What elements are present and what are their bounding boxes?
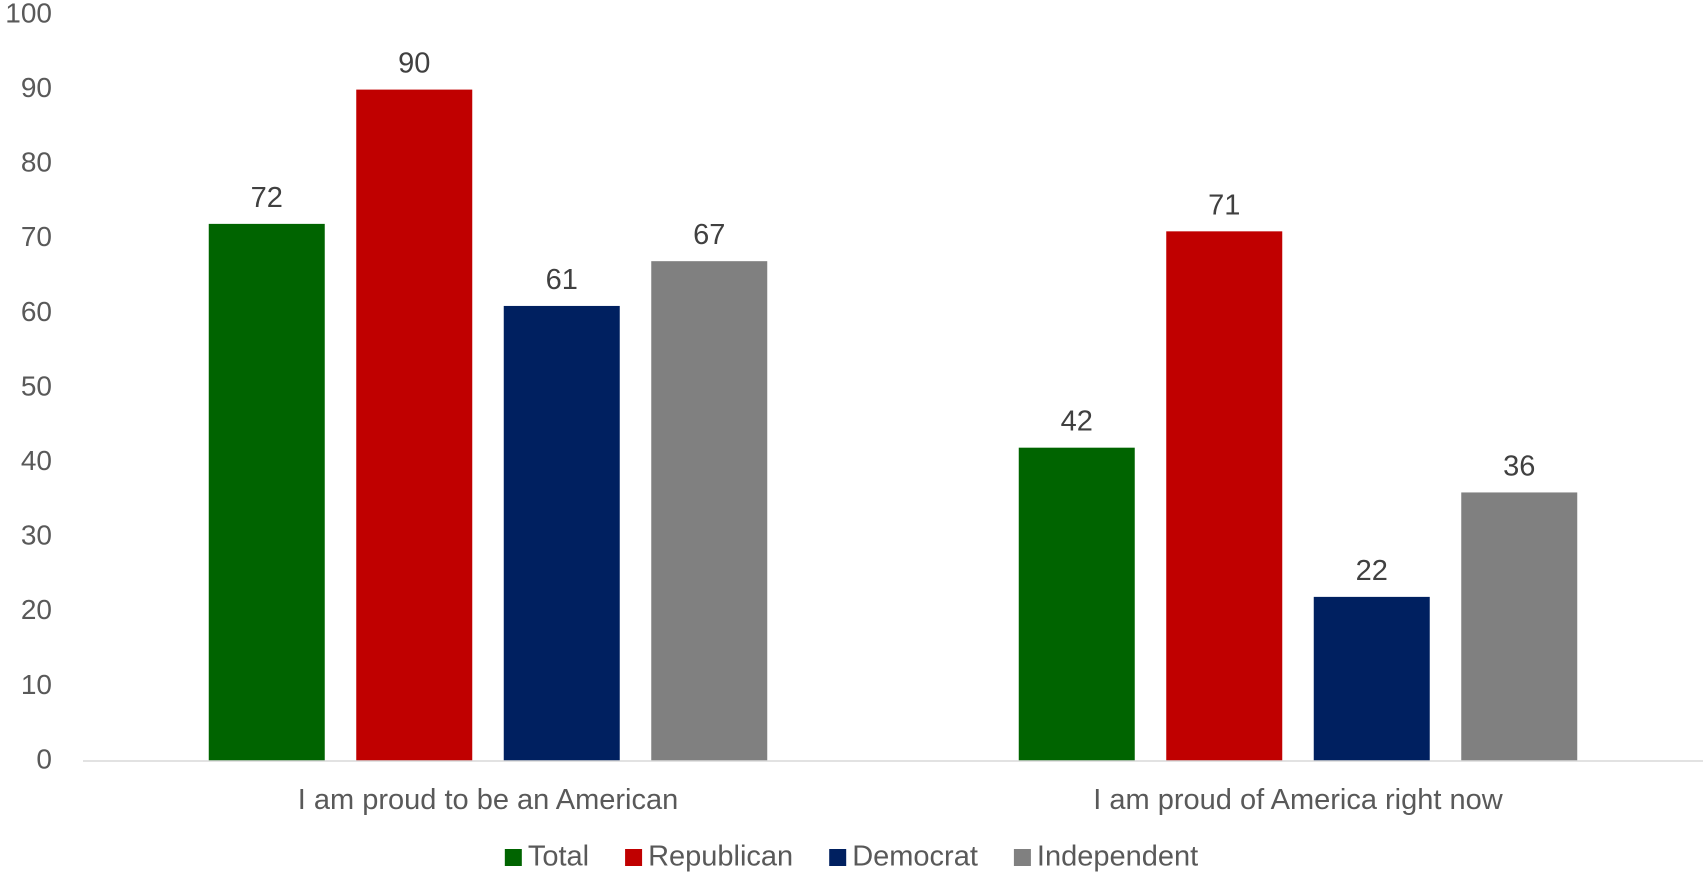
legend-label: Independent	[1037, 841, 1198, 873]
data-label: 61	[546, 264, 578, 296]
data-label: 72	[251, 182, 283, 214]
bar-democrat-1	[503, 305, 620, 761]
bar-independent-2	[1461, 492, 1578, 761]
y-tick-label: 90	[21, 72, 52, 103]
data-label: 67	[693, 219, 725, 251]
data-label: 90	[398, 48, 430, 80]
bar-republican-1	[356, 89, 473, 762]
y-tick-label: 40	[21, 445, 52, 476]
y-tick-label: 80	[21, 147, 52, 178]
legend-swatch-total	[504, 849, 522, 866]
bar-republican-2	[1166, 231, 1283, 762]
y-tick-label: 60	[21, 296, 52, 327]
y-tick-label: 0	[36, 743, 52, 774]
data-label: 71	[1208, 189, 1240, 221]
y-tick-label: 100	[5, 0, 52, 28]
x-axis: I am proud to be an American I am proud o…	[298, 784, 1504, 816]
bar-democrat-2	[1313, 596, 1430, 761]
data-label: 22	[1356, 555, 1388, 587]
data-label: 36	[1503, 450, 1535, 482]
y-tick-label: 30	[21, 520, 52, 551]
x-category-label: I am proud to be an American	[298, 784, 678, 816]
legend-label: Republican	[648, 841, 793, 873]
legend-swatch-independent	[1013, 849, 1031, 866]
y-axis: 0 10 20 30 40 50 60 70 80 90 100	[5, 0, 52, 774]
legend-swatch-republican	[625, 849, 643, 866]
x-category-label: I am proud of America right now	[1093, 784, 1503, 816]
y-tick-label: 20	[21, 594, 52, 625]
y-tick-label: 70	[21, 221, 52, 252]
plot-area: 72 42 90 71 61 22 67 36	[208, 48, 1578, 762]
y-tick-label: 10	[21, 669, 52, 700]
bar-independent-1	[651, 261, 768, 761]
y-tick-label: 50	[21, 370, 52, 401]
data-label: 42	[1061, 406, 1093, 438]
legend-label: Total	[528, 841, 589, 873]
legend-swatch-democrat	[829, 849, 847, 866]
bar-total-2	[1018, 447, 1135, 761]
legend-label: Democrat	[852, 841, 978, 873]
bar-total-1	[208, 223, 325, 761]
legend: Total Republican Democrat Independent	[504, 841, 1198, 873]
